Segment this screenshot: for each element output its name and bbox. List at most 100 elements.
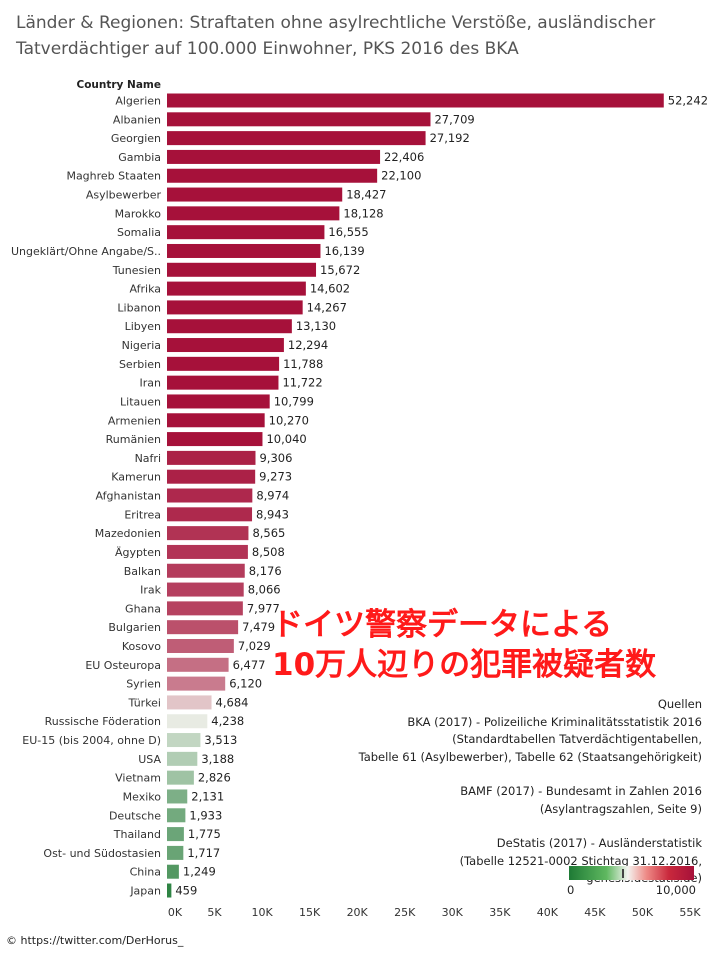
x-tick-label: 40K [537,906,559,919]
category-label: EU-15 (bis 2004, ohne D) [22,734,161,747]
bar [167,225,325,240]
japanese-annotation: ドイツ警察データによる 10万人辺りの犯罪被疑者数 [272,605,692,685]
value-label: 2,131 [191,789,224,803]
value-label: 7,977 [247,601,280,615]
category-label: Rumänien [106,433,161,446]
bar [167,582,244,597]
category-header: Country Name [76,79,161,91]
category-label: Kosovo [122,640,161,653]
x-tick-label: 45K [584,906,606,919]
value-label: 2,826 [198,771,231,785]
category-label: Libanon [117,301,161,314]
category-label: Libyen [125,320,161,333]
source-destatis-line-1: DeStatis (2017) - Ausländerstatistik [496,836,702,850]
bar [167,281,306,296]
bar [167,770,194,785]
color-legend-marker [622,869,624,878]
value-label: 11,788 [283,357,323,371]
category-label: Deutsche [109,809,161,822]
category-label: Ägypten [115,546,161,559]
category-label: Eritrea [124,508,161,521]
x-tick-label: 50K [632,906,654,919]
bar [167,620,239,635]
value-label: 6,120 [229,677,262,691]
category-label: Irak [140,584,162,597]
category-label: Balkan [124,565,161,578]
bar [167,526,249,541]
category-label: Iran [140,377,162,390]
value-label: 22,100 [381,169,421,183]
annotation-line-1: ドイツ警察データによる [272,607,613,643]
value-label: 15,672 [320,263,360,277]
bar [167,507,253,522]
category-label: Russische Föderation [45,715,161,728]
source-bamf-line-1: BAMF (2017) - Bundesamt in Zahlen 2016 [460,784,702,798]
category-label: Gambia [118,151,161,164]
category-label: Afghanistan [96,490,162,503]
value-label: 4,684 [216,695,249,709]
bar [167,206,340,221]
value-label: 13,130 [296,319,336,333]
value-label: 10,040 [266,432,306,446]
bar [167,131,426,146]
bar [167,751,198,766]
x-tick-label: 0K [168,906,183,919]
value-label: 14,267 [307,300,347,314]
bar [167,638,234,653]
bar [167,319,292,334]
value-label: 1,775 [188,827,221,841]
source-bka-line-3: Tabelle 61 (Asylbewerber), Tabelle 62 (S… [358,749,702,764]
category-label: Albanien [113,113,161,126]
category-label: Asylbewerber [86,189,162,202]
value-label: 27,192 [430,131,470,145]
category-label: China [130,866,161,879]
category-label: Japan [129,885,161,898]
value-label: 4,238 [211,714,244,728]
value-label: 8,565 [252,526,285,540]
bar [167,657,229,672]
bar [167,450,256,465]
value-label: 1,249 [183,865,216,879]
source-bamf-line-2: (Asylantragszahlen, Seite 9) [539,801,702,816]
bar [167,149,381,164]
color-legend-max: 10,000 [655,883,696,897]
bar [167,300,303,315]
value-label: 7,029 [238,639,271,653]
source-bka-line-1: BKA (2017) - Polizeiliche Kriminalitätss… [407,714,702,729]
value-label: 459 [175,884,197,898]
category-label: Georgien [111,132,161,145]
x-tick-label: 25K [394,906,416,919]
category-label: Bulgarien [108,621,161,634]
category-label: Kamerun [111,471,161,484]
bar [167,168,378,183]
x-tick-label: 30K [442,906,464,919]
bar [167,789,188,804]
chart-title-line-2: Tatverdächtiger auf 100.000 Einwohner, P… [16,39,519,59]
bar [167,883,172,898]
x-tick-label: 55K [679,906,701,919]
value-label: 8,508 [252,545,285,559]
bar [167,112,431,127]
color-legend: 0 10,000 [562,862,702,902]
bar [167,563,245,578]
category-label: Algerien [115,95,161,108]
bar [167,864,179,879]
bar [167,356,280,371]
value-label: 10,270 [269,413,309,427]
value-label: 18,128 [343,206,383,220]
category-label: Serbien [119,358,161,371]
category-label: Vietnam [115,772,161,785]
value-label: 1,933 [189,808,222,822]
copyright-credit: © https://twitter.com/DerHorus_ [6,934,184,947]
category-label: Armenien [108,414,161,427]
x-tick-label: 10K [251,906,273,919]
x-tick-label: 35K [489,906,511,919]
bar [167,695,212,710]
value-label: 8,176 [249,564,282,578]
bar [167,375,279,390]
category-label: EU Osteuropa [85,659,161,672]
bar [167,243,321,258]
category-label: Ghana [125,602,161,615]
bar [167,808,186,823]
